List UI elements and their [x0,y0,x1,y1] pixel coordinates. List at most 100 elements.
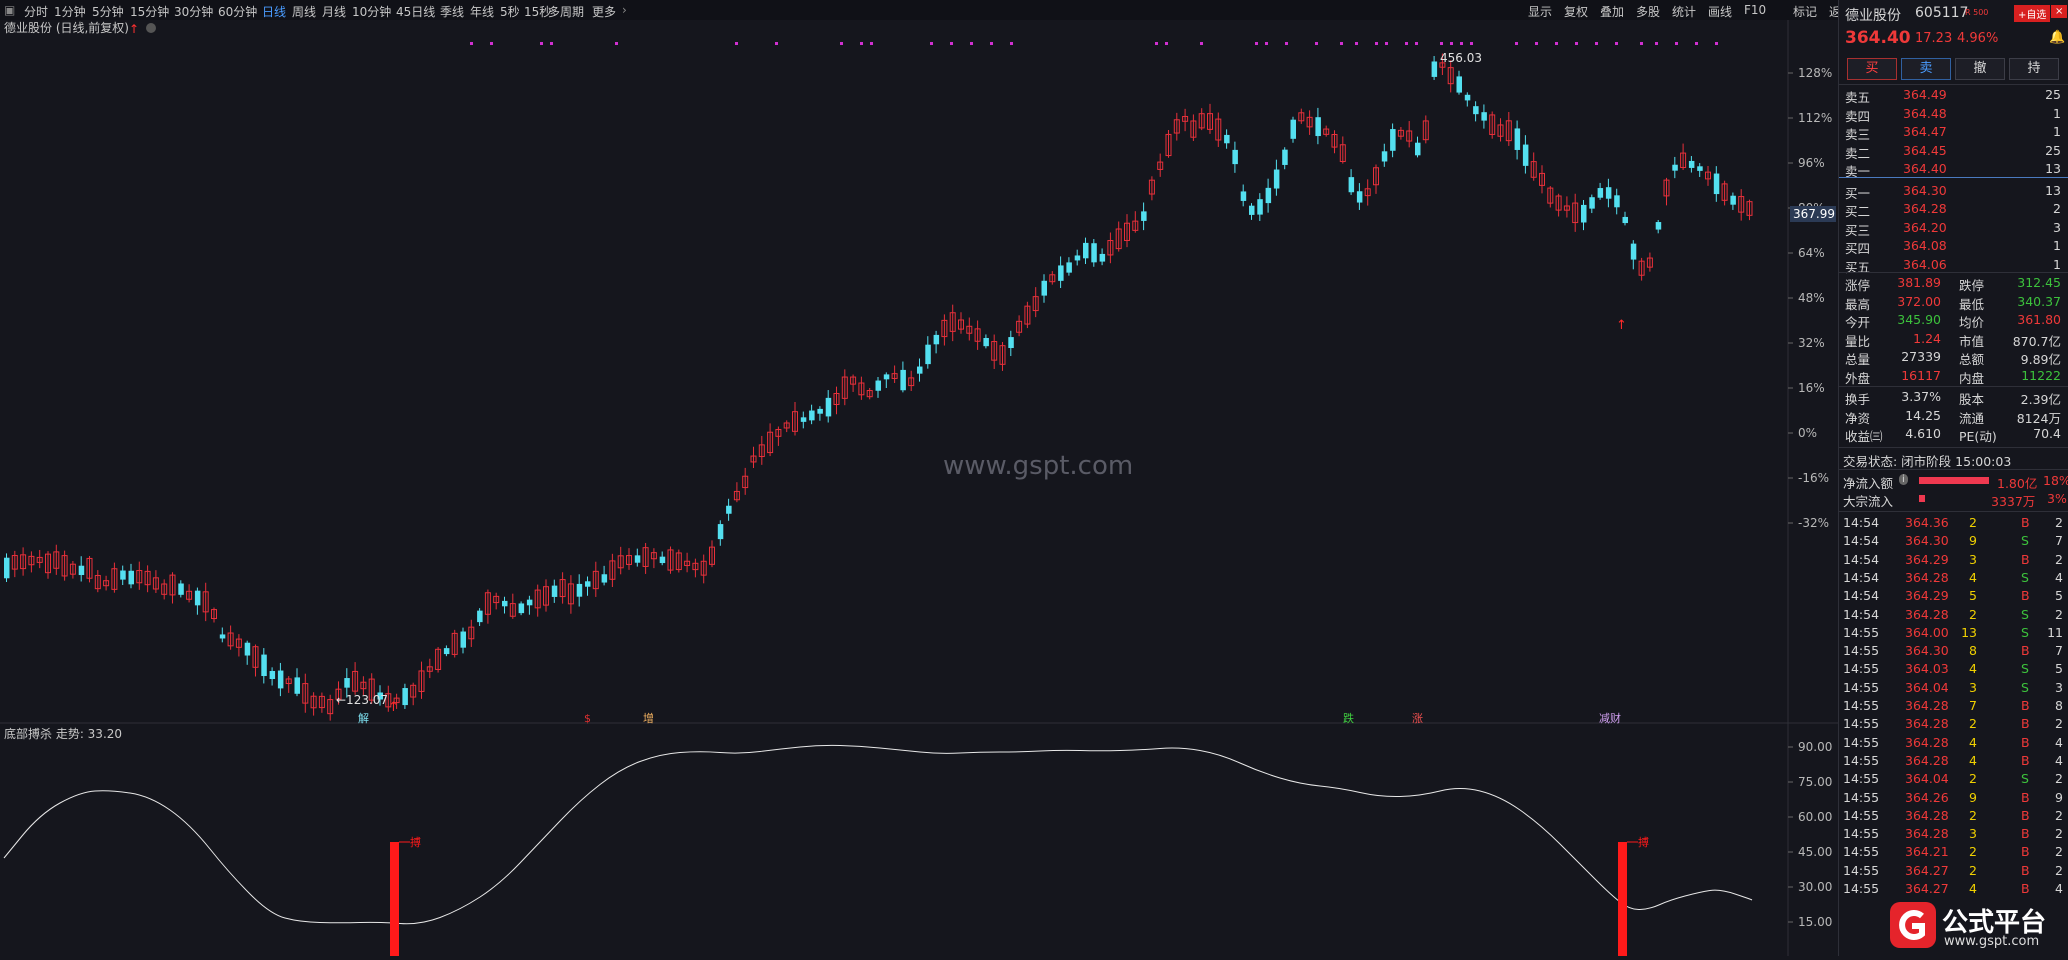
period-tab[interactable]: 日线 [262,5,287,19]
period-tab[interactable]: 5秒 [500,5,520,19]
tick-volume: 4 [1969,881,1977,896]
order-volume: 1 [2053,124,2061,139]
sell-order-row[interactable]: 卖三 364.47 1 [1839,123,2068,142]
toolbar-right-item[interactable]: 标记 [1793,5,1818,19]
candle [1148,176,1155,201]
period-tab[interactable]: 30分钟 [174,5,214,19]
sell-button[interactable]: 卖 [1901,58,1951,80]
candle [592,561,599,597]
signal-dot [1675,42,1678,45]
toolbar-right-item[interactable]: 统计 [1672,5,1697,19]
candle [1306,110,1313,135]
toolbar-right-item[interactable]: 多股 [1636,5,1661,19]
period-tab[interactable]: 更多 [592,5,617,19]
toolbar-right-item[interactable]: 复权 [1564,5,1589,19]
candle [551,579,558,603]
stat-value: 340.37 [2017,293,2061,309]
buy-button[interactable]: 买 [1847,58,1897,80]
order-price: 364.08 [1903,238,1947,253]
toolbar-menu-icon[interactable]: ▣ [4,3,16,17]
candle [435,647,442,673]
period-tab[interactable]: 5分钟 [92,5,124,19]
order-label: 卖三 [1845,127,1871,142]
candle [1215,112,1222,147]
buy-order-row[interactable]: 买一 364.30 13 [1839,182,2068,201]
period-tab[interactable]: 多周期 [548,5,585,19]
period-tab[interactable]: 10分钟 [352,5,392,19]
indicator-y-label: 90.00 [1798,740,1832,754]
candle [750,446,757,468]
period-tab[interactable]: 月线 [322,5,347,19]
add-watchlist-button[interactable]: +自选 [2014,5,2051,22]
period-tab[interactable]: 分时 [24,5,49,19]
buy-order-row[interactable]: 买五 364.06 1 [1839,256,2068,275]
close-icon[interactable]: × [2051,5,2068,18]
y-axis-label: -32% [1798,516,1829,530]
period-tab[interactable]: 周线 [292,5,317,19]
tick-count: 2 [2055,606,2063,622]
stock-name: 德业股份 [1845,8,1901,24]
candle [1672,156,1678,179]
cancel-order-button[interactable]: 撤 [1955,58,2005,80]
tick-time: 14:55 [1843,698,1880,713]
sell-order-row[interactable]: 卖五 364.49 25 [1839,86,2068,105]
order-price: 364.47 [1903,124,1947,139]
candle [875,376,881,398]
toolbar-right-item[interactable]: 显示 [1528,5,1553,19]
candle [1539,165,1545,194]
candle [493,592,500,610]
toolbar-right-item[interactable]: F10 [1744,3,1767,17]
tick-side: S [2021,679,2029,695]
candle [327,694,334,721]
tick-volume: 2 [1969,807,1977,823]
bell-icon[interactable]: 🔔 [2049,30,2066,45]
buy-order-row[interactable]: 买二 364.28 2 [1839,200,2068,219]
sell-order-row[interactable]: 卖一 364.40 13 [1839,160,2068,179]
candle [825,390,832,423]
period-tab[interactable]: 15秒 [524,5,552,19]
candle [120,565,126,586]
candle [1481,104,1487,129]
toolbar-right-item[interactable]: 叠加 [1600,5,1625,19]
chart-title: 德业股份 (日线,前复权) [4,20,129,35]
candle [45,551,51,579]
candle [1173,112,1180,141]
toolbar-right-item[interactable]: 画线 [1708,5,1733,19]
chevron-right-icon[interactable]: › [622,3,627,17]
candle [1730,192,1736,210]
signal-dot [1285,42,1288,45]
candle [1041,274,1047,303]
sell-order-row[interactable]: 卖四 364.48 1 [1839,105,2068,124]
candle [742,467,749,495]
info-icon[interactable]: i [1899,474,1908,485]
tick-side: B [2021,807,2030,823]
candle [261,648,267,684]
candlestick-chart[interactable]: 128%112%96%80%64%48%32%16%0%-16%-32%367.… [0,20,1838,724]
candle [609,553,616,587]
period-tab[interactable]: 季线 [440,5,465,19]
buy-order-row[interactable]: 买四 364.08 1 [1839,237,2068,256]
signal-dot [735,42,738,45]
stat-key: 最低 [1959,296,1985,312]
candle [726,498,732,521]
sell-order-row[interactable]: 卖二 364.45 25 [1839,142,2068,161]
period-tab[interactable]: 60分钟 [218,5,258,19]
period-tab[interactable]: 15分钟 [130,5,170,19]
tick-side: B [2021,734,2030,750]
order-label: 卖四 [1845,108,1871,124]
period-tab[interactable]: 1分钟 [54,5,86,19]
period-tab[interactable]: 45日线 [396,5,436,19]
candle [252,644,259,677]
period-tab[interactable]: 年线 [470,5,495,19]
stat-row: 涨停 381.89 跌停 312.45 [1839,274,2068,293]
indicator-chart[interactable]: 底部搏杀 走势: 33.20 90.00 75.00 60.00 45.00 30.00 1… [0,724,1838,956]
candle [385,685,392,712]
candle [809,404,815,425]
tick-count: 7 [2055,533,2063,549]
candle [1190,114,1197,141]
order-price: 364.45 [1903,142,1947,158]
holdings-button[interactable]: 持 [2009,58,2059,80]
candle [966,317,973,341]
candle [4,553,10,582]
buy-order-row[interactable]: 买三 364.20 3 [1839,219,2068,238]
